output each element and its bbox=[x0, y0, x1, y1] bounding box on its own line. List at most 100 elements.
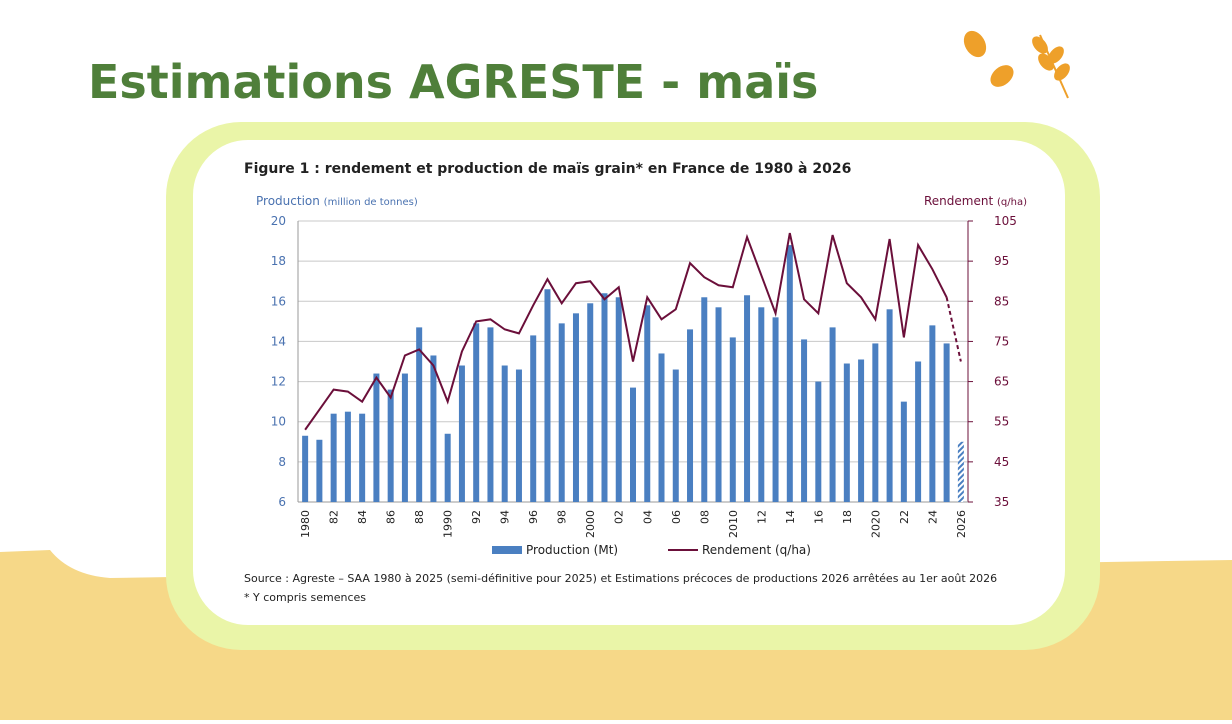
y-tick-label: 14 bbox=[271, 334, 286, 348]
bar bbox=[501, 365, 508, 502]
x-tick-label: 98 bbox=[556, 510, 569, 524]
x-tick-label: 88 bbox=[413, 510, 426, 524]
bar bbox=[886, 309, 893, 502]
bar bbox=[658, 353, 665, 502]
x-tick-label: 18 bbox=[841, 510, 854, 524]
bar bbox=[758, 307, 765, 502]
legend-label: Rendement (q/ha) bbox=[702, 543, 811, 557]
y2-tick-label: 45 bbox=[994, 455, 1009, 469]
y-tick-label: 12 bbox=[271, 375, 286, 389]
y-axis-title: Production bbox=[256, 194, 320, 208]
y2-axis-title: Rendement bbox=[924, 194, 993, 208]
bar bbox=[515, 369, 522, 502]
y-tick-label: 16 bbox=[271, 294, 286, 308]
y2-tick-label: 75 bbox=[994, 334, 1009, 348]
bar bbox=[715, 307, 722, 502]
bar bbox=[487, 327, 494, 502]
bar bbox=[416, 327, 423, 502]
bar bbox=[630, 387, 636, 502]
bar bbox=[943, 343, 950, 502]
x-tick-label: 92 bbox=[470, 510, 483, 524]
y2-tick-label: 35 bbox=[994, 495, 1009, 509]
bar bbox=[744, 295, 751, 502]
x-tick-label: 96 bbox=[527, 510, 540, 524]
x-tick-label: 06 bbox=[670, 510, 683, 524]
x-tick-label: 04 bbox=[641, 510, 654, 524]
bar bbox=[772, 317, 779, 502]
legend-swatch bbox=[492, 546, 522, 554]
y-tick-label: 10 bbox=[271, 415, 286, 429]
y2-tick-label: 55 bbox=[994, 415, 1009, 429]
x-tick-label: 94 bbox=[499, 510, 512, 524]
bar bbox=[530, 335, 537, 502]
bar bbox=[401, 373, 408, 502]
bar bbox=[302, 435, 309, 502]
x-tick-label: 84 bbox=[356, 510, 369, 524]
y2-tick-label: 95 bbox=[994, 254, 1009, 268]
x-tick-label: 24 bbox=[926, 510, 939, 524]
x-tick-label: 2026 bbox=[955, 510, 968, 538]
legend-label: Production (Mt) bbox=[526, 543, 618, 557]
bar bbox=[672, 369, 679, 502]
y2-tick-label: 65 bbox=[994, 375, 1009, 389]
x-tick-label: 1990 bbox=[442, 510, 455, 538]
y-tick-label: 20 bbox=[271, 214, 286, 228]
bar bbox=[858, 359, 865, 502]
bar bbox=[872, 343, 879, 502]
bar bbox=[644, 305, 651, 502]
bar bbox=[843, 363, 850, 502]
line-estimate bbox=[945, 297, 962, 362]
bar bbox=[601, 293, 608, 502]
bar bbox=[330, 413, 337, 502]
bar bbox=[729, 337, 736, 502]
bar bbox=[786, 245, 793, 503]
y-tick-label: 18 bbox=[271, 254, 286, 268]
bar bbox=[801, 339, 808, 502]
footnote: * Y compris semences bbox=[244, 591, 366, 604]
bar bbox=[373, 373, 380, 502]
slide-title: Estimations AGRESTE - maïs bbox=[88, 55, 818, 109]
plot: 6 8 10 12 14 16 18 20 35 45 55 65 75 85 95 105 1980 82 84 8… bbox=[271, 214, 1017, 557]
bar bbox=[473, 323, 480, 502]
x-tick-label: 2010 bbox=[727, 510, 740, 538]
bar bbox=[957, 441, 964, 502]
y2-axis-label: Rendement (q/ha) bbox=[924, 194, 1027, 208]
line bbox=[304, 232, 948, 431]
bar bbox=[544, 289, 551, 502]
y-tick-label: 8 bbox=[278, 455, 286, 469]
bar bbox=[829, 327, 836, 502]
bar bbox=[387, 389, 394, 502]
leaf-decoration bbox=[963, 30, 1070, 99]
x-tick-label: 2000 bbox=[584, 510, 597, 538]
bar bbox=[359, 413, 366, 502]
x-tick-label: 14 bbox=[784, 510, 797, 524]
bar bbox=[815, 381, 822, 502]
y-tick-label: 6 bbox=[278, 495, 286, 509]
bar bbox=[316, 439, 323, 502]
y-axis-label: Production (million de tonnes) bbox=[256, 194, 418, 208]
source-note: Source : Agreste – SAA 1980 à 2025 (semi… bbox=[244, 572, 997, 585]
bar bbox=[687, 329, 694, 502]
x-tick-label: 1980 bbox=[299, 510, 312, 538]
y2-axis-unit: (q/ha) bbox=[997, 197, 1027, 208]
y2-tick-label: 105 bbox=[994, 214, 1017, 228]
bar bbox=[458, 365, 465, 502]
bar bbox=[900, 401, 907, 502]
bar bbox=[558, 323, 565, 502]
x-tick-label: 08 bbox=[698, 510, 711, 524]
y2-tick-label: 85 bbox=[994, 294, 1009, 308]
x-tick-label: 02 bbox=[613, 510, 626, 524]
bar bbox=[444, 433, 451, 502]
bar bbox=[915, 361, 922, 502]
bar bbox=[929, 325, 936, 502]
bar bbox=[587, 303, 594, 502]
x-tick-label: 86 bbox=[385, 510, 398, 524]
x-tick-label: 2020 bbox=[869, 510, 882, 538]
chart-title: Figure 1 : rendement et production de ma… bbox=[244, 161, 851, 177]
bar bbox=[615, 297, 622, 502]
x-tick-label: 16 bbox=[812, 510, 825, 524]
x-tick-label: 82 bbox=[328, 510, 341, 524]
bar bbox=[701, 297, 708, 502]
x-tick-label: 12 bbox=[755, 510, 768, 524]
